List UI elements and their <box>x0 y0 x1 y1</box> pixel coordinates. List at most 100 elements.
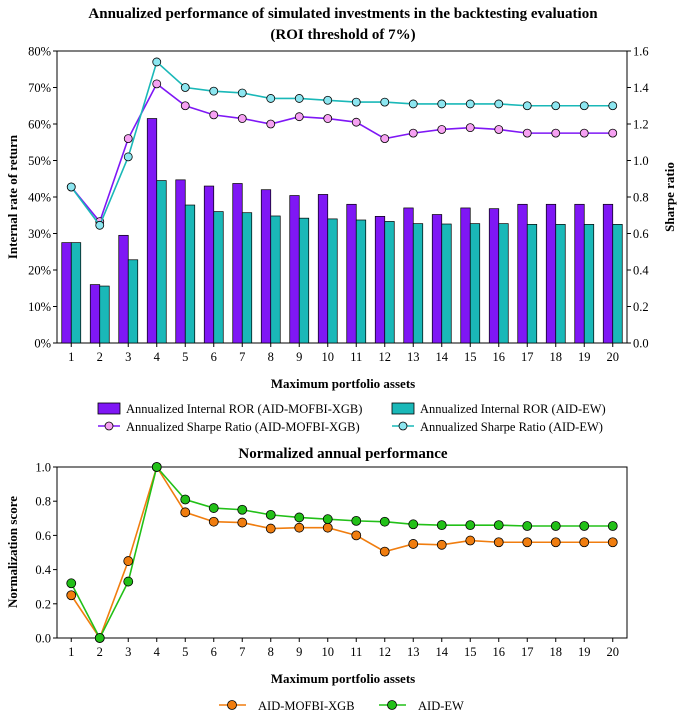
bottom-chart-legend: AID-MOFBI-XGB AID-EW <box>219 699 464 713</box>
bottom-x-tick-label: 15 <box>464 645 477 659</box>
bottom-y-tick-label: 0.2 <box>35 597 51 611</box>
norm-point-xgb <box>550 537 561 548</box>
sharpe-point-ew <box>437 99 447 109</box>
top-chart-title: Annualized performance of simulated inve… <box>88 6 598 22</box>
top-x-tick-label: 16 <box>493 350 506 364</box>
top-x-tick-label: 19 <box>578 350 591 364</box>
bar-xgb <box>488 208 500 344</box>
bottom-plot-frame <box>56 466 628 639</box>
norm-point-ew <box>579 521 590 531</box>
bottom-chart-ylabel: Normalization score <box>5 496 20 608</box>
norm-point-xgb <box>607 537 618 548</box>
bar-ew <box>270 215 281 344</box>
top-y-tick-label: 0% <box>34 337 51 351</box>
bar-xgb <box>260 189 272 344</box>
bottom-y-tick-label: 0.8 <box>35 495 51 509</box>
sharpe-point-ew <box>294 94 304 103</box>
top-x-tick-label: 13 <box>407 350 420 364</box>
top-x-tick-label: 2 <box>97 350 103 364</box>
top-y-tick-label: 60% <box>28 118 51 132</box>
bar-xgb <box>203 185 215 344</box>
bar-xgb <box>374 215 386 344</box>
bar-ew <box>156 180 167 344</box>
sharpe-point-xgb <box>579 128 589 138</box>
top-y2-tick-label: 0.2 <box>633 300 649 314</box>
norm-point-ew <box>493 520 504 531</box>
bar-ew <box>127 259 139 344</box>
bottom-x-tick-label: 12 <box>379 645 392 659</box>
legend-label-xgb: AID-MOFBI-XGB <box>258 699 355 713</box>
legend-label-ew: AID-EW <box>418 699 464 713</box>
bar-ew <box>213 211 224 344</box>
top-y-tick-label: 80% <box>28 45 51 59</box>
norm-point-xgb <box>436 539 447 550</box>
bottom-chart-title: Normalized annual performance <box>238 446 447 462</box>
sharpe-point-ew <box>551 101 561 111</box>
sharpe-point-xgb <box>522 128 532 138</box>
top-y-tick-label: 20% <box>28 264 51 278</box>
bar-ew <box>99 285 110 344</box>
bar-ew <box>355 219 367 344</box>
top-chart-xlabel: Maximum portfolio assets <box>271 376 415 391</box>
sharpe-point-xgb <box>294 112 304 122</box>
bottom-x-tick-label: 9 <box>296 645 302 659</box>
top-x-tick-label: 9 <box>296 350 302 364</box>
bar-xgb <box>146 118 158 344</box>
sharpe-point-xgb <box>351 117 361 127</box>
bar-xgb <box>403 207 414 344</box>
sharpe-point-xgb <box>551 128 561 138</box>
bar-ew <box>526 224 538 344</box>
norm-point-ew <box>237 504 248 515</box>
top-x-tick-label: 5 <box>182 350 188 364</box>
top-y2-tick-label: 0.6 <box>633 227 649 241</box>
top-x-tick-label: 4 <box>154 350 161 364</box>
sharpe-point-xgb <box>494 125 504 134</box>
norm-point-ew <box>465 520 476 531</box>
top-y2-tick-label: 0.8 <box>633 191 649 205</box>
bottom-y-tick-label: 0.0 <box>35 632 51 646</box>
top-y2-tick-label: 1.0 <box>633 154 649 168</box>
top-x-tick-label: 14 <box>436 350 449 364</box>
top-y2-tick-label: 1.2 <box>633 118 649 132</box>
legend-label-bar-ew: Annualized Internal ROR (AID-EW) <box>420 402 606 416</box>
top-x-tick-label: 6 <box>211 350 217 364</box>
bottom-x-tick-label: 1 <box>68 645 74 659</box>
sharpe-point-ew <box>266 94 276 103</box>
norm-point-xgb <box>237 517 248 528</box>
sharpe-point-ew <box>522 101 532 111</box>
top-y2-tick-label: 0.0 <box>633 337 649 351</box>
sharpe-point-xgb <box>608 128 618 138</box>
bar-xgb <box>175 179 186 344</box>
sharpe-point-xgb <box>465 123 475 133</box>
bottom-y-tick-label: 0.4 <box>35 563 51 577</box>
bar-ew <box>555 224 566 344</box>
sharpe-point-xgb <box>266 119 276 129</box>
norm-point-ew <box>180 494 191 505</box>
bottom-x-tick-label: 16 <box>493 645 506 659</box>
bottom-chart-xlabel: Maximum portfolio assets <box>271 671 415 686</box>
norm-point-xgb <box>465 535 476 546</box>
bottom-x-tick-label: 10 <box>322 645 335 659</box>
bottom-x-tick-label: 3 <box>125 645 131 659</box>
norm-point-ew <box>94 633 105 643</box>
top-chart-legend: Annualized Internal ROR (AID-MOFBI-XGB) … <box>97 402 606 434</box>
top-x-tick-label: 17 <box>521 350 534 364</box>
legend-marker-sharpe-xgb <box>104 421 114 431</box>
bar-ew <box>298 217 310 344</box>
bottom-x-tick-label: 17 <box>521 645 534 659</box>
top-x-tick-label: 20 <box>607 350 620 364</box>
norm-point-xgb <box>180 507 191 518</box>
norm-point-xgb <box>123 556 134 566</box>
top-chart-subtitle: (ROI threshold of 7%) <box>270 27 415 43</box>
bar-xgb <box>346 203 357 344</box>
bar-ew <box>469 223 481 344</box>
sharpe-point-ew <box>95 220 105 230</box>
norm-point-xgb <box>522 537 533 548</box>
legend-marker-ew <box>387 700 397 710</box>
top-x-tick-label: 18 <box>550 350 563 364</box>
bar-xgb <box>517 203 528 344</box>
norm-point-xgb <box>351 530 362 541</box>
sharpe-point-xgb <box>152 79 162 89</box>
bottom-x-tick-label: 5 <box>182 645 188 659</box>
top-y-tick-label: 10% <box>28 300 51 314</box>
